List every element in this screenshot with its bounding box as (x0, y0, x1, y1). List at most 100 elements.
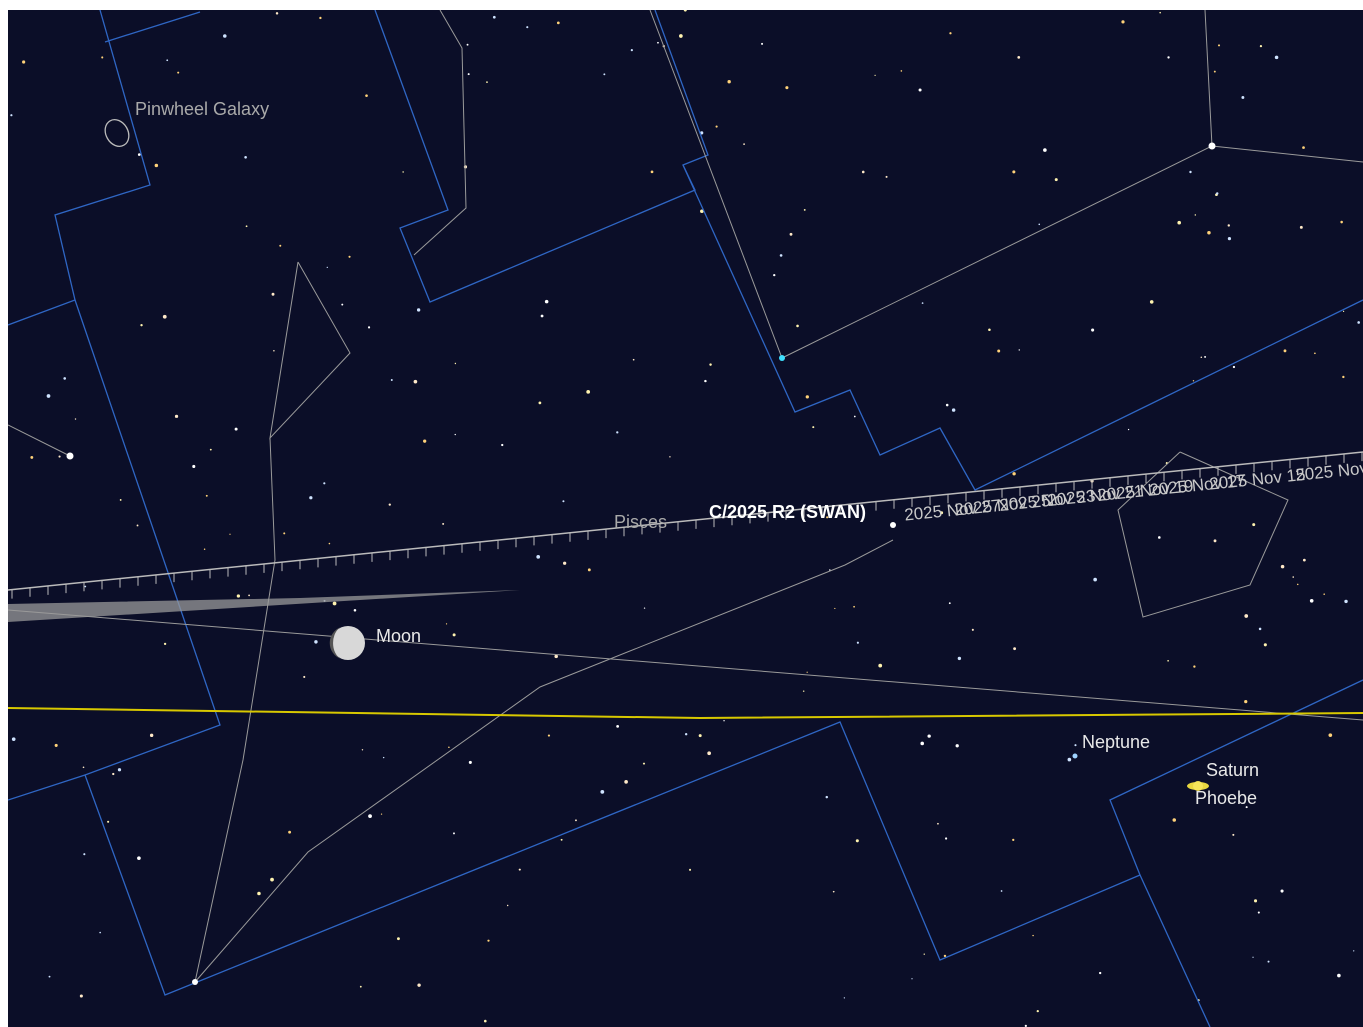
star (1167, 660, 1169, 662)
star (348, 256, 350, 258)
star (118, 768, 121, 771)
star (1177, 221, 1181, 225)
star (467, 44, 469, 46)
star (988, 328, 991, 331)
star (1252, 523, 1255, 526)
star (878, 664, 882, 668)
star (1150, 300, 1154, 304)
star (402, 171, 403, 172)
star (163, 315, 167, 319)
star (807, 672, 808, 673)
star (389, 503, 391, 505)
star (279, 245, 281, 247)
star (455, 434, 456, 435)
star (1259, 628, 1262, 631)
star (1068, 758, 1072, 762)
star (1340, 221, 1343, 224)
star (484, 1020, 487, 1023)
star (1314, 352, 1316, 354)
star (857, 642, 859, 644)
star (341, 304, 343, 306)
star (780, 254, 783, 257)
star (1012, 472, 1015, 475)
star (1357, 321, 1360, 324)
star (804, 209, 806, 211)
star (1233, 366, 1235, 368)
star (1091, 328, 1094, 331)
star (448, 747, 450, 749)
star (1344, 600, 1347, 603)
star (562, 500, 564, 502)
star (790, 233, 793, 236)
star (12, 737, 16, 741)
star (684, 9, 687, 12)
star (949, 32, 951, 34)
bright-star (1209, 143, 1216, 150)
star (1032, 935, 1033, 936)
star (442, 523, 444, 525)
star (1189, 171, 1191, 173)
star (120, 499, 122, 501)
star (137, 525, 139, 527)
star (455, 363, 456, 364)
star (49, 976, 51, 978)
star (362, 749, 363, 750)
star (633, 359, 635, 361)
star (616, 431, 618, 433)
star (927, 734, 930, 737)
star (257, 892, 261, 896)
star (1001, 890, 1003, 892)
star (99, 932, 101, 934)
star (972, 629, 974, 631)
star (743, 143, 745, 145)
star (1204, 356, 1206, 358)
star (685, 733, 687, 735)
star (1207, 231, 1210, 234)
star (1037, 1010, 1039, 1012)
star (1258, 911, 1260, 913)
star (785, 86, 788, 89)
star (507, 905, 508, 906)
star (862, 171, 865, 174)
star (844, 997, 845, 998)
star (945, 837, 947, 839)
star (563, 562, 566, 565)
star (1260, 45, 1262, 47)
bright-star (779, 355, 785, 361)
sky-map: 2025 Nov2025 Nov 152025 Nov 172025 Nov 1… (0, 0, 1363, 1027)
star (1343, 311, 1344, 312)
star (272, 293, 275, 296)
star (699, 734, 702, 737)
star (1055, 178, 1058, 181)
star (365, 94, 368, 97)
star (1268, 961, 1270, 963)
star (469, 761, 472, 764)
star (588, 568, 591, 571)
star (177, 72, 179, 74)
saturn-label: Saturn (1206, 760, 1259, 780)
star (22, 60, 25, 63)
star (1303, 559, 1306, 562)
star (1167, 56, 1169, 58)
star (616, 725, 619, 728)
star (886, 176, 888, 178)
star (1159, 12, 1161, 14)
star (309, 496, 312, 499)
star (997, 350, 1000, 353)
star (1013, 647, 1016, 650)
star (423, 440, 426, 443)
star (453, 832, 455, 834)
star (761, 43, 763, 45)
star (1264, 643, 1267, 646)
star (140, 324, 142, 326)
star (323, 482, 325, 484)
star (1214, 539, 1217, 542)
star (643, 763, 645, 765)
comet-label: C/2025 R2 (SWAN) (709, 502, 866, 522)
star (1342, 376, 1344, 378)
star (1172, 818, 1176, 822)
star (541, 315, 544, 318)
star (493, 16, 496, 19)
star (536, 555, 540, 559)
star (155, 164, 158, 167)
